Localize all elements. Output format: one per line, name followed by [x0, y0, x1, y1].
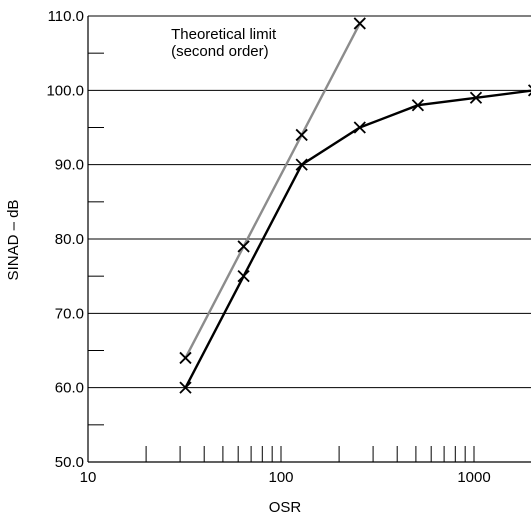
marker-stroke — [353, 17, 366, 30]
marker-stroke — [353, 121, 366, 134]
annotation-text-line: (second order) — [171, 43, 269, 60]
y-tick-label: 50.0 — [55, 454, 84, 471]
marker-stroke — [295, 158, 308, 171]
series-1-marker — [295, 128, 308, 142]
marker-stroke — [237, 240, 250, 253]
grid-lines — [88, 15, 531, 389]
series-0-marker — [179, 381, 192, 394]
x-tick-label: 10 — [80, 469, 97, 486]
marker-stroke — [527, 84, 531, 89]
marker-stroke — [469, 91, 483, 104]
x-tick-label: 100 — [268, 469, 293, 486]
y-tick-label: 90.0 — [55, 157, 84, 174]
x-tick-label: 1000 — [457, 469, 490, 486]
data-series — [179, 17, 531, 394]
series-0-marker — [237, 270, 250, 283]
annotation-text-line: Theoretical limit — [171, 26, 277, 43]
series-0-marker — [411, 99, 425, 112]
y-tick-label: 60.0 — [55, 380, 84, 397]
series-1-marker — [353, 17, 366, 30]
axis-ticks — [87, 52, 475, 462]
series-0-marker — [469, 91, 483, 104]
series-1-marker — [179, 351, 192, 365]
series-0-marker — [527, 84, 531, 97]
tick-labels: 50.0 60.0 70.0 80.0 90.0 100.0 110.0 10 100 1000 — [46, 8, 490, 486]
y-axis-label: SINAD – dB — [5, 200, 22, 281]
series-1-marker — [237, 240, 250, 253]
marker-stroke — [179, 381, 192, 394]
annotations: Theoretical limit(second order) — [171, 26, 277, 60]
marker-stroke — [237, 270, 250, 283]
y-tick-label: 80.0 — [55, 231, 84, 248]
marker-stroke — [411, 99, 425, 112]
marker-stroke — [179, 351, 192, 365]
y-tick-label: 70.0 — [55, 305, 84, 322]
marker-stroke — [527, 92, 531, 97]
y-tick-label: 110.0 — [48, 8, 84, 25]
series-0-marker — [353, 121, 366, 134]
y-tick-label: 100.0 — [46, 82, 84, 99]
series-line-1 — [184, 22, 361, 359]
series-0-marker — [295, 158, 308, 171]
x-axis-label: OSR — [269, 499, 302, 516]
marker-stroke — [295, 128, 308, 142]
